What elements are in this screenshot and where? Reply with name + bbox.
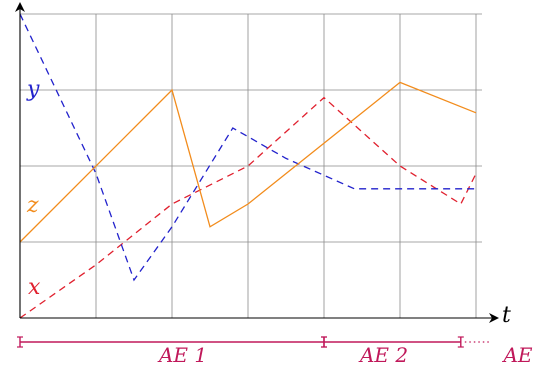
series-layer	[19, 13, 477, 319]
segment-label: AE	[501, 343, 532, 367]
segment-label: AE 2	[358, 343, 408, 367]
series-line-x	[19, 96, 477, 319]
grid	[20, 13, 482, 319]
series-label-x: x	[28, 275, 41, 300]
axes	[15, 2, 499, 323]
series-label-z: z	[26, 193, 39, 218]
series-label-y: y	[26, 77, 40, 102]
series-line-z	[19, 81, 477, 243]
segment-label: AE 1	[157, 343, 207, 367]
segments: AE 1 AE 2 AE	[17, 336, 533, 367]
x-axis-label: t	[502, 303, 511, 328]
series-line-y	[19, 13, 476, 282]
y-axis-arrow	[15, 2, 25, 12]
x-axis-arrow	[489, 313, 499, 323]
series-labels: x y z	[26, 77, 41, 300]
